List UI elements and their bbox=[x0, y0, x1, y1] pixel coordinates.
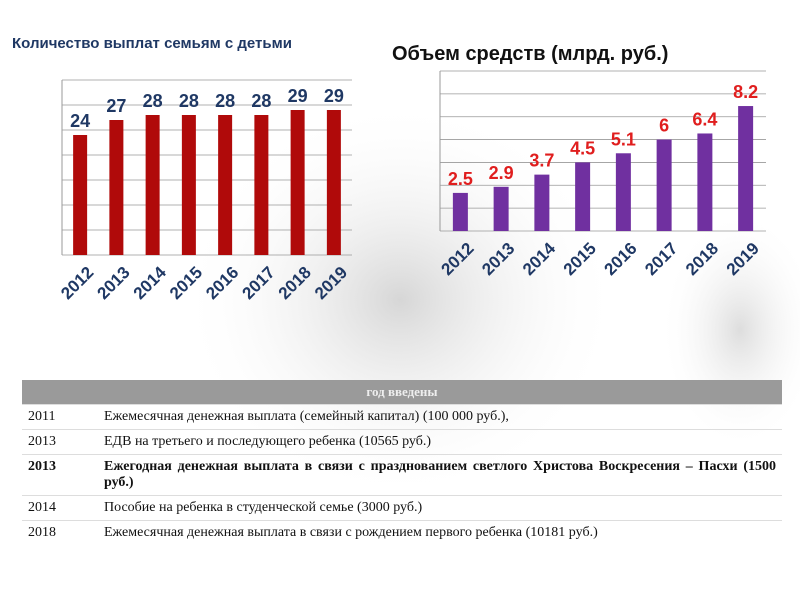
data-label: 8.2 bbox=[733, 82, 758, 102]
table-row: 2013 ЕДВ на третьего и последующего ребен… bbox=[22, 429, 782, 455]
bar bbox=[326, 110, 341, 255]
chart-title: Объем средств (млрд. руб.) bbox=[392, 43, 668, 65]
table-header: год введены bbox=[22, 380, 782, 405]
description-cell: Ежемесячная денежная выплата в связи с р… bbox=[98, 520, 782, 545]
bar bbox=[493, 186, 509, 231]
data-label: 6.4 bbox=[692, 109, 717, 129]
data-label: 29 bbox=[288, 86, 308, 106]
bar bbox=[452, 192, 468, 231]
data-label: 28 bbox=[179, 91, 199, 111]
description-cell: ЕДВ на третьего и последующего ребенка (… bbox=[98, 429, 782, 455]
bar bbox=[73, 135, 88, 255]
data-label: 3.7 bbox=[529, 151, 554, 171]
table: год введены 2011 Ежемесячная денежная вып… bbox=[22, 380, 782, 545]
x-tick-label: 2012 bbox=[57, 263, 97, 303]
year-cell: 2018 bbox=[22, 520, 98, 545]
year-cell: 2013 bbox=[22, 454, 98, 496]
data-label: 2.9 bbox=[489, 163, 514, 183]
table-row: 2013 Ежегодная денежная выплата в связи с… bbox=[22, 454, 782, 496]
data-label: 2.5 bbox=[448, 169, 473, 189]
bar bbox=[738, 106, 754, 231]
bar bbox=[575, 162, 591, 231]
bar bbox=[181, 115, 196, 255]
data-label: 28 bbox=[251, 91, 271, 111]
x-tick-label: 2013 bbox=[94, 263, 134, 303]
table-row: 2018 Ежемесячная денежная выплата в связи… bbox=[22, 520, 782, 545]
data-label: 5.1 bbox=[611, 129, 636, 149]
bar bbox=[697, 133, 713, 231]
bar bbox=[290, 110, 305, 255]
bar bbox=[615, 153, 631, 231]
bar bbox=[109, 120, 124, 255]
data-label: 29 bbox=[324, 86, 344, 106]
table-row: 2014 Пособие на ребенка в студенческой се… bbox=[22, 495, 782, 521]
data-label: 28 bbox=[143, 91, 163, 111]
bar bbox=[145, 115, 160, 255]
bar bbox=[218, 115, 233, 255]
data-label: 6 bbox=[659, 116, 669, 136]
table-row: 2011 Ежемесячная денежная выплата (семейн… bbox=[22, 404, 782, 430]
year-cell: 2011 bbox=[22, 404, 98, 430]
year-cell: 2014 bbox=[22, 495, 98, 521]
chart-title: Количество выплат семьям с детьми bbox=[12, 35, 292, 52]
bar bbox=[534, 174, 550, 231]
year-cell: 2013 bbox=[22, 429, 98, 455]
description-cell: Пособие на ребенка в студенческой семье … bbox=[98, 495, 782, 521]
description-cell: Ежегодная денежная выплата в связи с пра… bbox=[98, 454, 782, 496]
description-cell: Ежемесячная денежная выплата (семейный к… bbox=[98, 404, 782, 430]
data-label: 28 bbox=[215, 91, 235, 111]
data-label: 4.5 bbox=[570, 138, 595, 158]
data-label: 24 bbox=[70, 111, 90, 131]
bar bbox=[254, 115, 269, 255]
x-tick-label: 2014 bbox=[130, 262, 171, 303]
bar bbox=[656, 139, 672, 231]
data-label: 27 bbox=[106, 96, 126, 116]
